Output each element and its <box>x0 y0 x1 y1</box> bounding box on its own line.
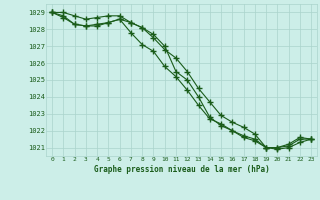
X-axis label: Graphe pression niveau de la mer (hPa): Graphe pression niveau de la mer (hPa) <box>94 165 269 174</box>
